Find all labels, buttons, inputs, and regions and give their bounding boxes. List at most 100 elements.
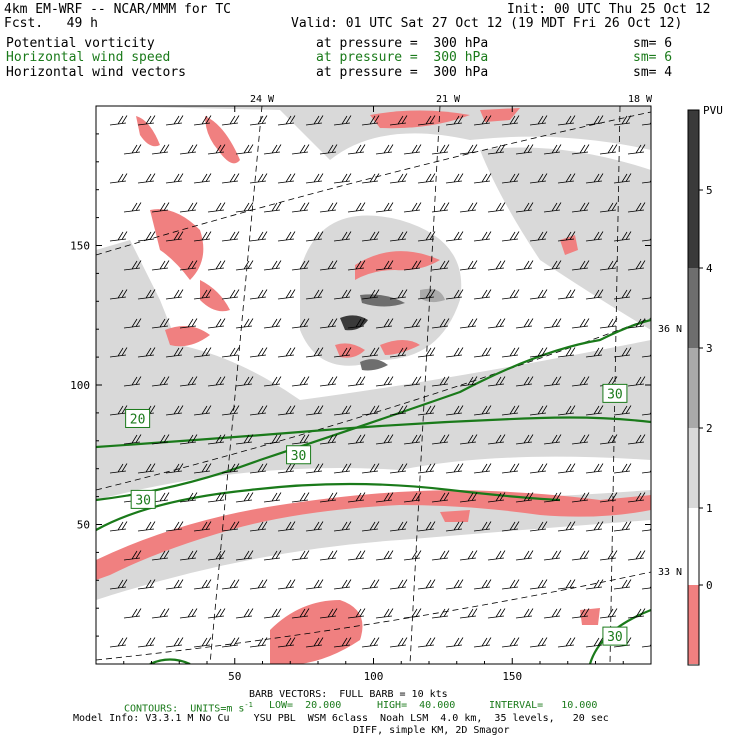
wind-barb-164 [333, 347, 352, 358]
wind-barb-131 [501, 289, 520, 300]
wind-barb-319 [305, 579, 324, 590]
wind-barb-259 [263, 492, 282, 503]
wind-barb-197 [165, 405, 184, 416]
wind-barb-147 [403, 318, 422, 329]
wind-barb-17 [585, 115, 604, 126]
wind-barb-41 [165, 173, 184, 184]
wind-barb-185 [375, 376, 394, 387]
field-1-smoothing: sm= 6 [633, 36, 673, 51]
wind-barb-155 [627, 318, 646, 329]
wind-barb-128 [417, 289, 436, 300]
pv-colorbar: 0 1 2 3 4 5 PVU [687, 104, 723, 666]
wind-barb-272 [627, 492, 646, 503]
wind-barb-89 [417, 231, 436, 242]
wind-barb-195 [109, 405, 128, 416]
pv-shade-cyclone [300, 215, 462, 366]
wind-barb-249 [529, 463, 548, 474]
wind-barb-171 [529, 347, 548, 358]
wind-barb-233 [627, 434, 646, 445]
wind-barb-286 [473, 521, 492, 532]
wind-barb-76 [599, 202, 618, 213]
pv-shade-south [96, 490, 651, 600]
wind-barb-246 [445, 463, 464, 474]
wind-barb-288 [529, 521, 548, 532]
wind-barb-178 [179, 376, 198, 387]
wind-barb-161 [249, 347, 268, 358]
contours-high: HIGH= 40.000 [377, 700, 456, 711]
wind-barb-269 [543, 492, 562, 503]
contours-units-text: CONTOURS: UNITS=m s [124, 703, 245, 715]
contour-label-3: 30 [607, 387, 623, 402]
wind-barb-57 [613, 173, 632, 184]
wind-barb-218 [207, 434, 226, 445]
lat-label-1: 33 N [658, 567, 682, 578]
field-2-level: at pressure = 300 hPa [316, 50, 489, 65]
wind-barb-104 [291, 260, 310, 271]
wind-barb-222 [319, 434, 338, 445]
wind-barb-68 [375, 202, 394, 213]
wind-barb-163 [305, 347, 324, 358]
wind-barb-153 [571, 318, 590, 329]
lat-label-0: 36 N [658, 324, 682, 335]
wind-barb-112 [515, 260, 534, 271]
neg-pv-3 [150, 209, 204, 280]
wind-barb-248 [501, 463, 520, 474]
wind-barb-1 [137, 115, 156, 126]
neg-pv-7 [480, 108, 520, 122]
wind-barb-232 [599, 434, 618, 445]
wind-barb-252 [613, 463, 632, 474]
wind-barb-126 [361, 289, 380, 300]
wind-barb-154 [599, 318, 618, 329]
wind-barb-7 [305, 115, 324, 126]
wind-barb-182 [291, 376, 310, 387]
wind-barb-101 [207, 260, 226, 271]
wind-barb-36 [571, 144, 590, 155]
field-2-smoothing: sm= 6 [633, 50, 673, 65]
wind-barb-305 [459, 550, 478, 561]
model-title: 4km EM-WRF -- NCAR/MMM for TC [4, 2, 231, 17]
axis-ticks [96, 106, 651, 664]
wind-barb-82 [221, 231, 240, 242]
wind-barb-350 [627, 608, 646, 619]
wind-barb-165 [361, 347, 380, 358]
wind-barb-124 [305, 289, 324, 300]
model-info: Model Info: V3.3.1 M No Cu YSU PBL WSM 6… [73, 713, 609, 724]
wind-barb-207 [445, 405, 464, 416]
wind-barb-140 [207, 318, 226, 329]
y-tick-label-1: 100 [70, 379, 90, 392]
wind-barb-301 [347, 550, 366, 561]
neg-pv-4 [200, 280, 230, 312]
wind-barb-316 [221, 579, 240, 590]
wind-barb-278 [249, 521, 268, 532]
wind-barb-209 [501, 405, 520, 416]
wind-barb-64 [263, 202, 282, 213]
wind-barb-25 [263, 144, 282, 155]
wind-barb-284 [417, 521, 436, 532]
neg-pv-12 [96, 490, 651, 580]
wind-barb-52 [473, 173, 492, 184]
colorbar-swatch-0 [688, 585, 699, 664]
wind-barb-6 [277, 115, 296, 126]
wind-barb-127 [389, 289, 408, 300]
wind-barb-192 [571, 376, 590, 387]
wind-barb-302 [375, 550, 394, 561]
wind-barb-78 [109, 231, 128, 242]
wind-barb-351 [109, 637, 128, 648]
latitude-labels: 36 N 33 N [658, 324, 682, 578]
wind-barb-116 [627, 260, 646, 271]
wind-barb-144 [319, 318, 338, 329]
wind-barb-275 [165, 521, 184, 532]
wind-barb-330 [613, 579, 632, 590]
wind-barb-189 [487, 376, 506, 387]
wind-barb-49 [389, 173, 408, 184]
field-1-name: Potential vorticity [6, 36, 155, 51]
wind-barb-353 [165, 637, 184, 648]
wind-barb-72 [487, 202, 506, 213]
wind-barb-42 [193, 173, 212, 184]
forecast-hour: Fcst. 49 h [4, 16, 98, 31]
wind-barb-348 [571, 608, 590, 619]
neg-pv-6 [370, 110, 470, 129]
wind-barb-145 [347, 318, 366, 329]
wind-barb-367 [557, 637, 576, 648]
wind-barb-149 [459, 318, 478, 329]
